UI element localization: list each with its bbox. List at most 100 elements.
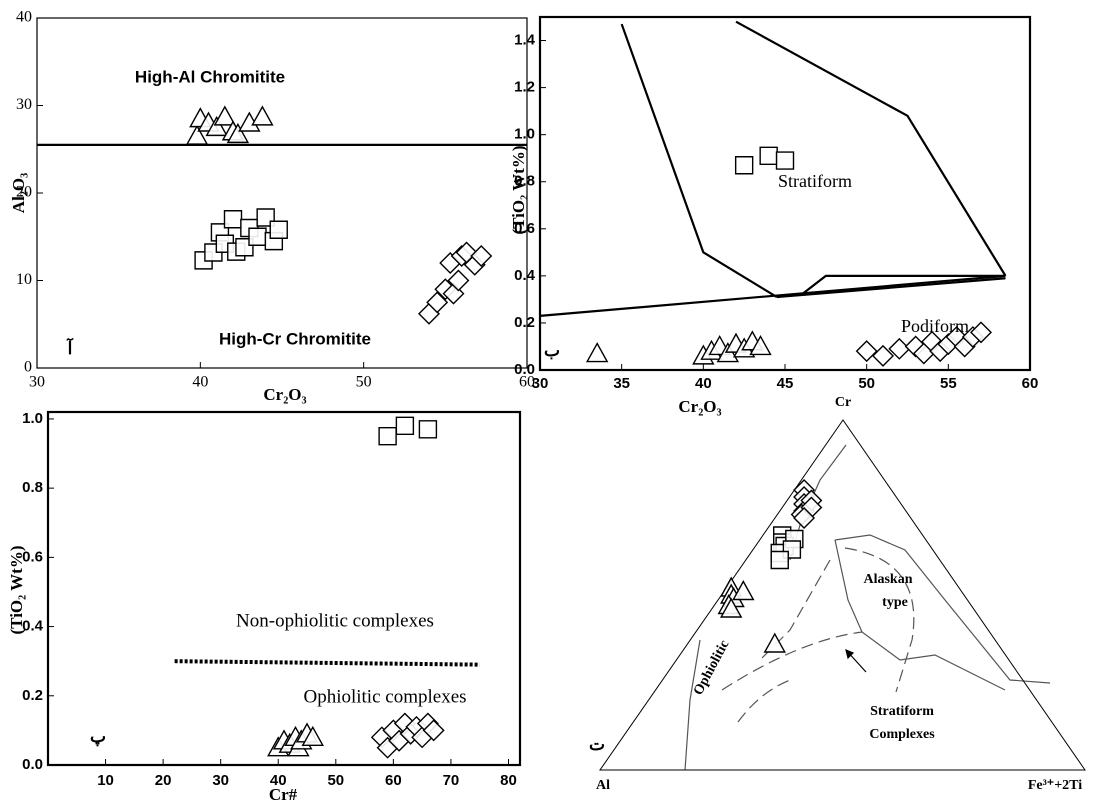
triangle-point [732,580,755,601]
triangle-point [719,597,743,618]
x-tick-label: 60 [1022,375,1039,392]
annotation: Stratiform [778,171,852,191]
boundary [834,539,1006,691]
x-tick-label: 40 [192,374,208,391]
x-tick-label: 60 [385,772,402,789]
y-tick-label: 30 [16,96,32,113]
y-tick-label: 0 [24,359,32,376]
vertex-label: Al [596,778,610,793]
y-tick-label: 0.2 [22,687,43,704]
y-tick-label: 10 [16,271,32,288]
y-tick-label: 40 [16,9,32,26]
diamond-point [426,291,449,314]
annotation: type [882,595,908,610]
triangle-point [185,124,209,145]
plot-frame [46,410,522,767]
x-tick-label: 30 [532,375,549,392]
boundary-line [620,23,778,298]
y-tick-label: 0.8 [22,479,43,496]
square-point [759,146,778,166]
x-tick-label: 20 [155,772,172,789]
x-tick-label: 55 [940,375,957,392]
y-tick-label: 0.2 [514,314,535,331]
y-axis-label: Al₂O₃ [9,173,28,213]
diamond-point [855,340,878,363]
vertex-label: Fe³⁺+2Ti [1028,778,1082,793]
x-axis-label: Cr# [269,785,298,804]
diamond-point [470,245,493,267]
annotation: High-Al Chromitite [135,67,285,86]
triangle-point [251,105,274,126]
boundary-line [776,277,1006,299]
y-tick-label: 1.0 [514,126,535,143]
annotation: Ophiolitic complexes [303,686,466,707]
square-point [775,151,795,170]
y-tick-label: 0.6 [514,220,535,237]
boundary-line [735,20,1007,277]
y-tick-label: 1.0 [22,410,43,427]
x-tick-label: 35 [613,375,630,392]
triangle-point [213,105,237,126]
y-axis-label: (TiO₂ Wt%) [7,545,26,634]
panel-label: ت [589,735,605,754]
boundary-line [539,274,1006,317]
boundary [834,534,1051,684]
x-tick-label: 40 [270,772,287,789]
panel-label: پ [90,727,106,747]
y-tick-label: 0.4 [22,618,44,635]
vertex-label: Cr [835,395,851,410]
square-point [269,220,288,239]
x-tick-label: 80 [500,772,517,789]
x-axis-label: Cr₂O₃ [263,385,306,404]
square-point [418,420,438,439]
x-tick-label: 60 [519,374,535,391]
x-tick-label: 40 [695,375,712,392]
square-point [248,227,267,246]
x-tick-label: 70 [443,772,460,789]
triangle-point [301,725,324,747]
annotation: Non-ophiolitic complexes [236,610,434,631]
ternary-boundaries [684,444,1051,771]
boundary [844,547,915,693]
x-tick-label: 45 [777,375,794,392]
diamond-point [793,507,816,529]
boundary [737,679,791,723]
annotation: Stratiform [870,704,934,719]
diamond-point [872,344,894,367]
y-tick-label: 20 [16,184,32,201]
y-tick-label: 0.0 [22,756,43,773]
annotation: High-Cr Chromitite [219,329,371,348]
x-axis-label: Cr₂O₃ [678,397,721,416]
y-tick-label: 0.0 [514,361,535,378]
annotation: Podiform [901,316,969,336]
y-tick-label: 0.4 [514,267,536,284]
x-tick-label: 50 [858,375,875,392]
diamond-point [970,321,992,344]
y-tick-label: 0.6 [22,548,43,565]
boundary [684,639,701,771]
boundary-line [174,659,480,667]
triangle-point [226,122,250,144]
panel-label: ب [544,341,560,360]
square-point [223,210,243,229]
triangle-point [749,335,772,356]
x-tick-label: 10 [97,772,114,789]
x-tick-label: 50 [356,374,372,391]
boundary [721,631,863,691]
y-tick-label: 0.8 [514,173,535,190]
triangle-point [585,342,609,363]
x-tick-label: 50 [327,772,344,789]
y-tick-label: 1.4 [514,32,536,49]
panel-label: آ [67,337,74,358]
arrow-head [845,648,855,660]
x-tick-label: 30 [29,374,45,391]
y-tick-label: 1.2 [514,79,535,96]
annotation: Alaskan [863,572,912,587]
square-point [395,416,415,436]
triangle-point [205,115,228,137]
x-tick-label: 30 [212,772,229,789]
diamond-point [447,269,470,292]
y-axis-label: (TiO₂ Wt%) [509,145,528,234]
annotation: Ophiolitic [691,638,732,698]
